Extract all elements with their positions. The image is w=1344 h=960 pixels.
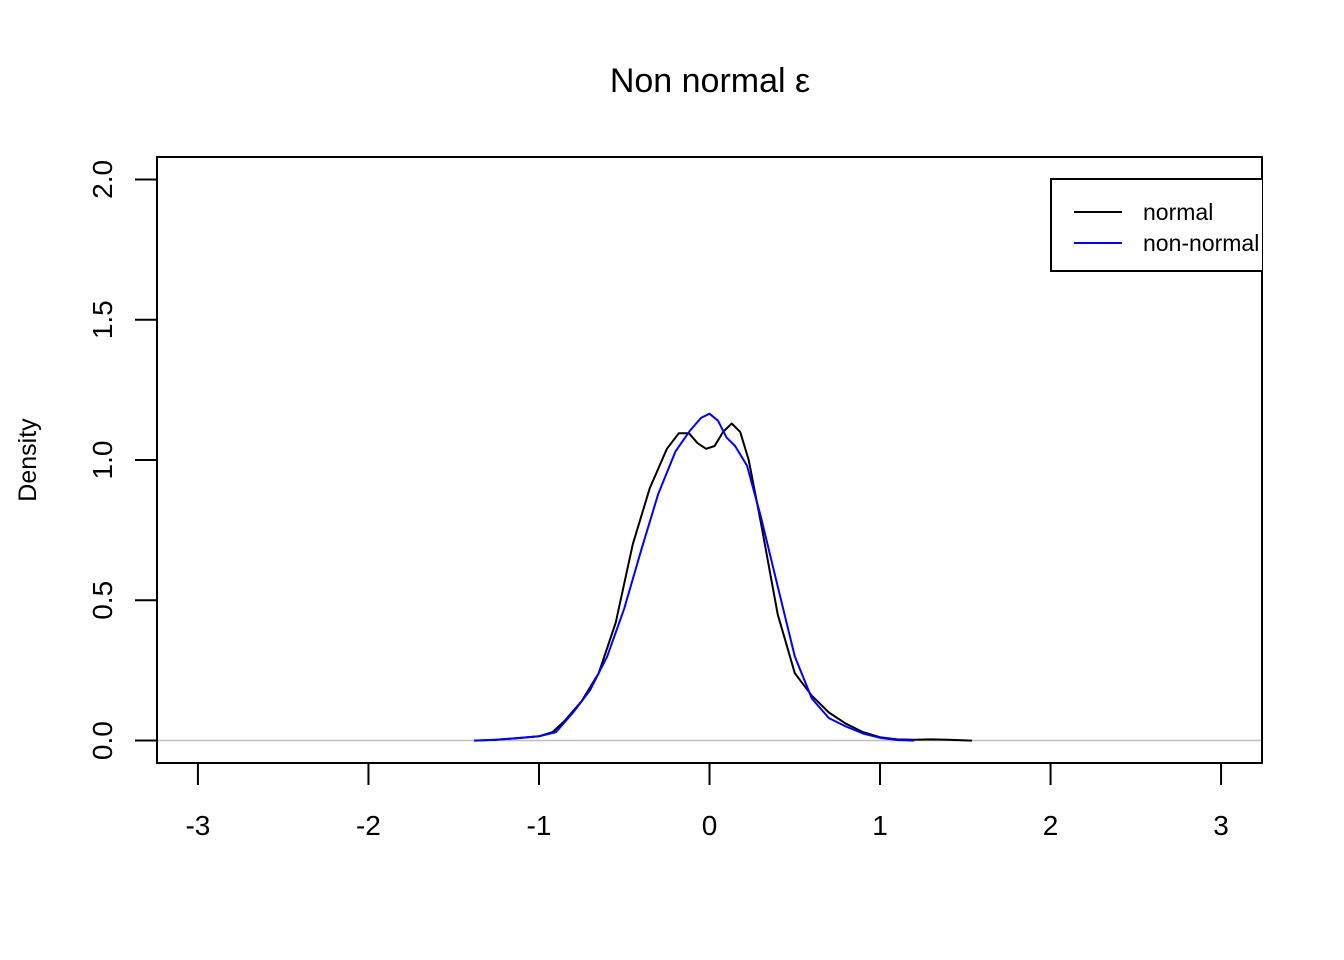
x-tick-label: 3	[1213, 810, 1229, 841]
y-axis: 0.0 0.5 1.0 1.5 2.0	[87, 160, 158, 760]
x-tick-label: 1	[872, 810, 888, 841]
x-tick-label: -1	[527, 810, 552, 841]
x-tick-label: 2	[1043, 810, 1059, 841]
x-tick-label: 0	[702, 810, 718, 841]
legend-label: non-normal	[1143, 230, 1259, 256]
y-tick-label: 0.5	[87, 581, 118, 620]
legend-label: normal	[1143, 199, 1213, 225]
legend-box	[1050, 178, 1262, 272]
y-tick-label: 1.5	[87, 300, 118, 339]
chart-title: Non normal ε	[610, 62, 810, 100]
y-tick-label: 2.0	[87, 160, 118, 199]
x-axis: -3 -2 -1 0 1 2 3	[185, 762, 1229, 841]
y-axis-label: Density	[14, 418, 42, 502]
series-line-non-normal	[474, 412, 915, 742]
x-tick-label: -3	[185, 810, 210, 841]
y-tick-label: 1.0	[87, 441, 118, 480]
legend: normal non-normal	[1050, 178, 1262, 272]
series-line-normal	[474, 422, 973, 742]
y-tick-label: 0.0	[87, 721, 118, 760]
x-tick-label: -2	[356, 810, 381, 841]
